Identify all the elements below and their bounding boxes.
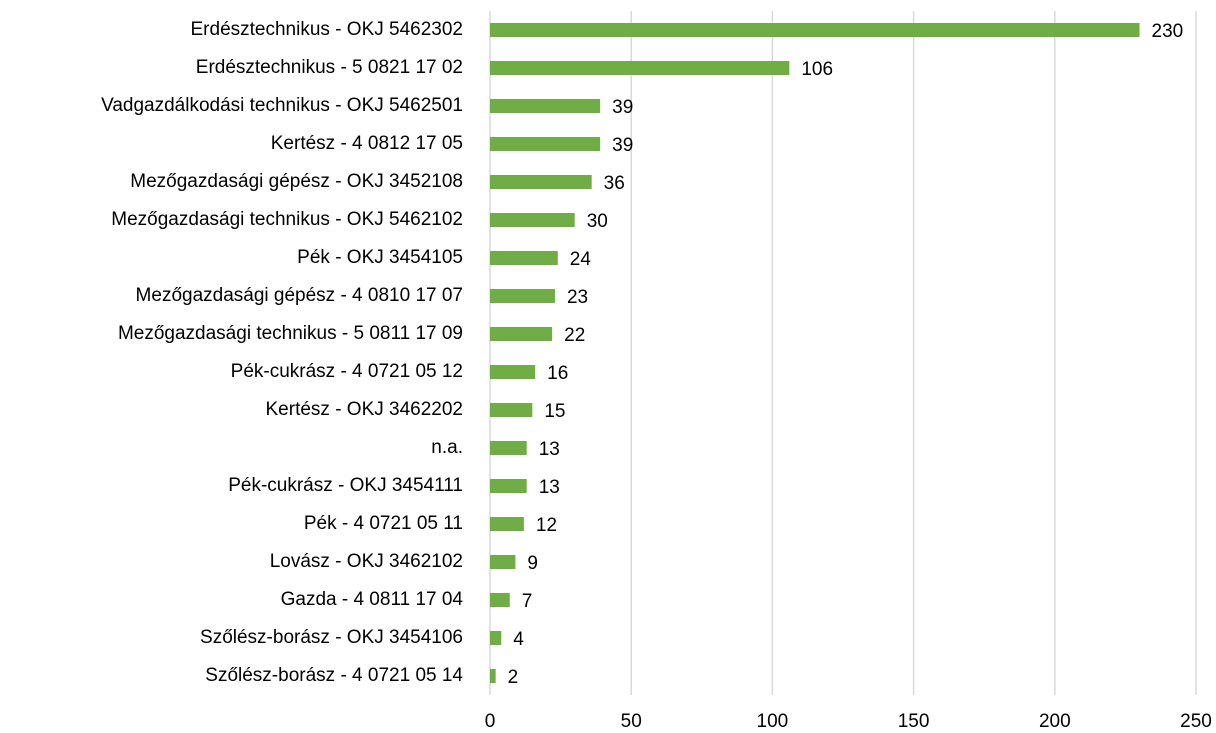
y-tick-label: Pék-cukrász - OKJ 3454111 (228, 475, 463, 496)
data-label: 2 (508, 667, 519, 688)
y-tick-label: Szőlész-borász - OKJ 3454106 (200, 627, 463, 648)
data-label: 13 (539, 439, 560, 460)
data-label: 22 (564, 325, 585, 346)
x-tick-label: 200 (1039, 711, 1071, 732)
x-tick-label: 100 (757, 711, 789, 732)
bar (490, 137, 601, 151)
data-label: 15 (544, 401, 565, 422)
y-tick-label: Pék - 4 0721 05 11 (304, 513, 463, 534)
y-tick-label: Mezőgazdasági gépész - OKJ 3452108 (130, 171, 463, 192)
bar (490, 365, 536, 379)
bar (490, 289, 555, 303)
y-tick-label: Szőlész-borász - 4 0721 05 14 (205, 665, 463, 686)
x-tick-label: 250 (1180, 711, 1212, 732)
y-tick-label: Lovász - OKJ 3462102 (270, 551, 463, 572)
bar (490, 593, 510, 607)
y-tick-label: Pék - OKJ 3454105 (297, 247, 463, 268)
bar (490, 23, 1140, 37)
x-tick-label: 50 (621, 711, 642, 732)
data-label: 16 (547, 363, 568, 384)
y-tick-label: Mezőgazdasági technikus - 5 0811 17 09 (118, 323, 463, 344)
data-label: 4 (513, 629, 524, 650)
x-tick-label: 150 (898, 711, 930, 732)
data-label: 230 (1152, 21, 1184, 42)
data-label: 12 (536, 515, 557, 536)
data-label: 23 (567, 287, 588, 308)
bar (490, 213, 575, 227)
bar (490, 669, 496, 683)
y-tick-label: Mezőgazdasági gépész - 4 0810 17 07 (136, 285, 463, 306)
y-tick-label: Vadgazdálkodási technikus - OKJ 5462501 (101, 95, 463, 116)
bar (490, 327, 553, 341)
x-tick-label: 0 (485, 711, 496, 732)
y-tick-label: Kertész - 4 0812 17 05 (271, 133, 463, 154)
data-label: 9 (527, 553, 538, 574)
y-tick-label: Kertész - OKJ 3462202 (266, 399, 464, 420)
y-tick-label: Gazda - 4 0811 17 04 (281, 589, 464, 610)
y-tick-label: Pék-cukrász - 4 0721 05 12 (231, 361, 463, 382)
bar (490, 555, 516, 569)
y-tick-label: Erdésztechnikus - 5 0821 17 02 (196, 57, 463, 78)
data-label: 36 (604, 173, 625, 194)
data-label: 39 (612, 97, 633, 118)
data-label: 7 (522, 591, 533, 612)
data-label: 106 (801, 59, 833, 80)
bar (490, 175, 592, 189)
data-label: 13 (539, 477, 560, 498)
bar (490, 631, 502, 645)
y-tick-label: n.a. (431, 437, 463, 458)
data-label: 39 (612, 135, 633, 156)
bar (490, 517, 524, 531)
bar (490, 403, 533, 417)
bar (490, 61, 790, 75)
y-tick-label: Mezőgazdasági technikus - OKJ 5462102 (111, 209, 463, 230)
bar (490, 99, 601, 113)
y-tick-label: Erdésztechnikus - OKJ 5462302 (191, 19, 464, 40)
bar (490, 441, 527, 455)
bar (490, 479, 527, 493)
data-label: 24 (570, 249, 592, 270)
bar (490, 251, 558, 265)
data-label: 30 (587, 211, 608, 232)
